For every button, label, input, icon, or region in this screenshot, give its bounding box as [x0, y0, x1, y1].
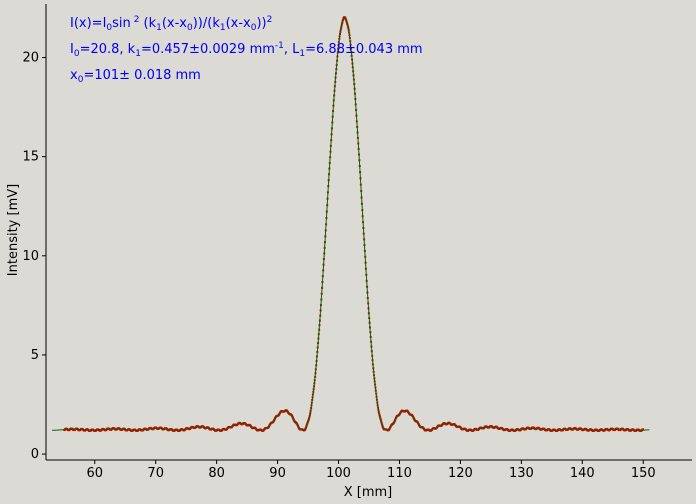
plot-axes: [45, 4, 692, 461]
x-tick-label: 60: [86, 466, 103, 481]
fit-curve: [52, 17, 650, 431]
y-tick-label: 0: [31, 447, 39, 462]
x-tick-label: 150: [631, 466, 656, 481]
x-tick-label: 90: [269, 466, 286, 481]
axis-ticks: 60 70 80 90 100 110 120 130 140 150 0 5 10 15 20: [22, 51, 655, 481]
y-axis-label: Intensity [mV]: [6, 184, 21, 276]
fit-series: [52, 17, 650, 431]
x-tick-label: 130: [509, 466, 534, 481]
fit-params-line1: I0=20.8, k1=0.457±0.0029 mm-1, L1=6.88±0…: [70, 41, 423, 59]
y-tick-label: 10: [22, 249, 39, 264]
fit-params-line2: x0=101± 0.018 mm: [70, 68, 201, 85]
x-tick-label: 140: [570, 466, 595, 481]
x-tick-label: 80: [208, 466, 225, 481]
y-tick-label: 15: [22, 150, 39, 165]
x-axis-label: X [mm]: [344, 485, 393, 500]
y-tick-label: 5: [31, 348, 39, 363]
x-tick-label: 70: [147, 466, 164, 481]
fit-formula: I(x)=I0sin 2 (k1(x-x0))/(k1(x-x0))2: [70, 15, 272, 33]
x-tick-label: 100: [326, 466, 351, 481]
x-tick-label: 110: [387, 466, 412, 481]
x-tick-label: 120: [448, 466, 473, 481]
data-point: [642, 428, 645, 431]
y-tick-label: 20: [22, 51, 39, 66]
